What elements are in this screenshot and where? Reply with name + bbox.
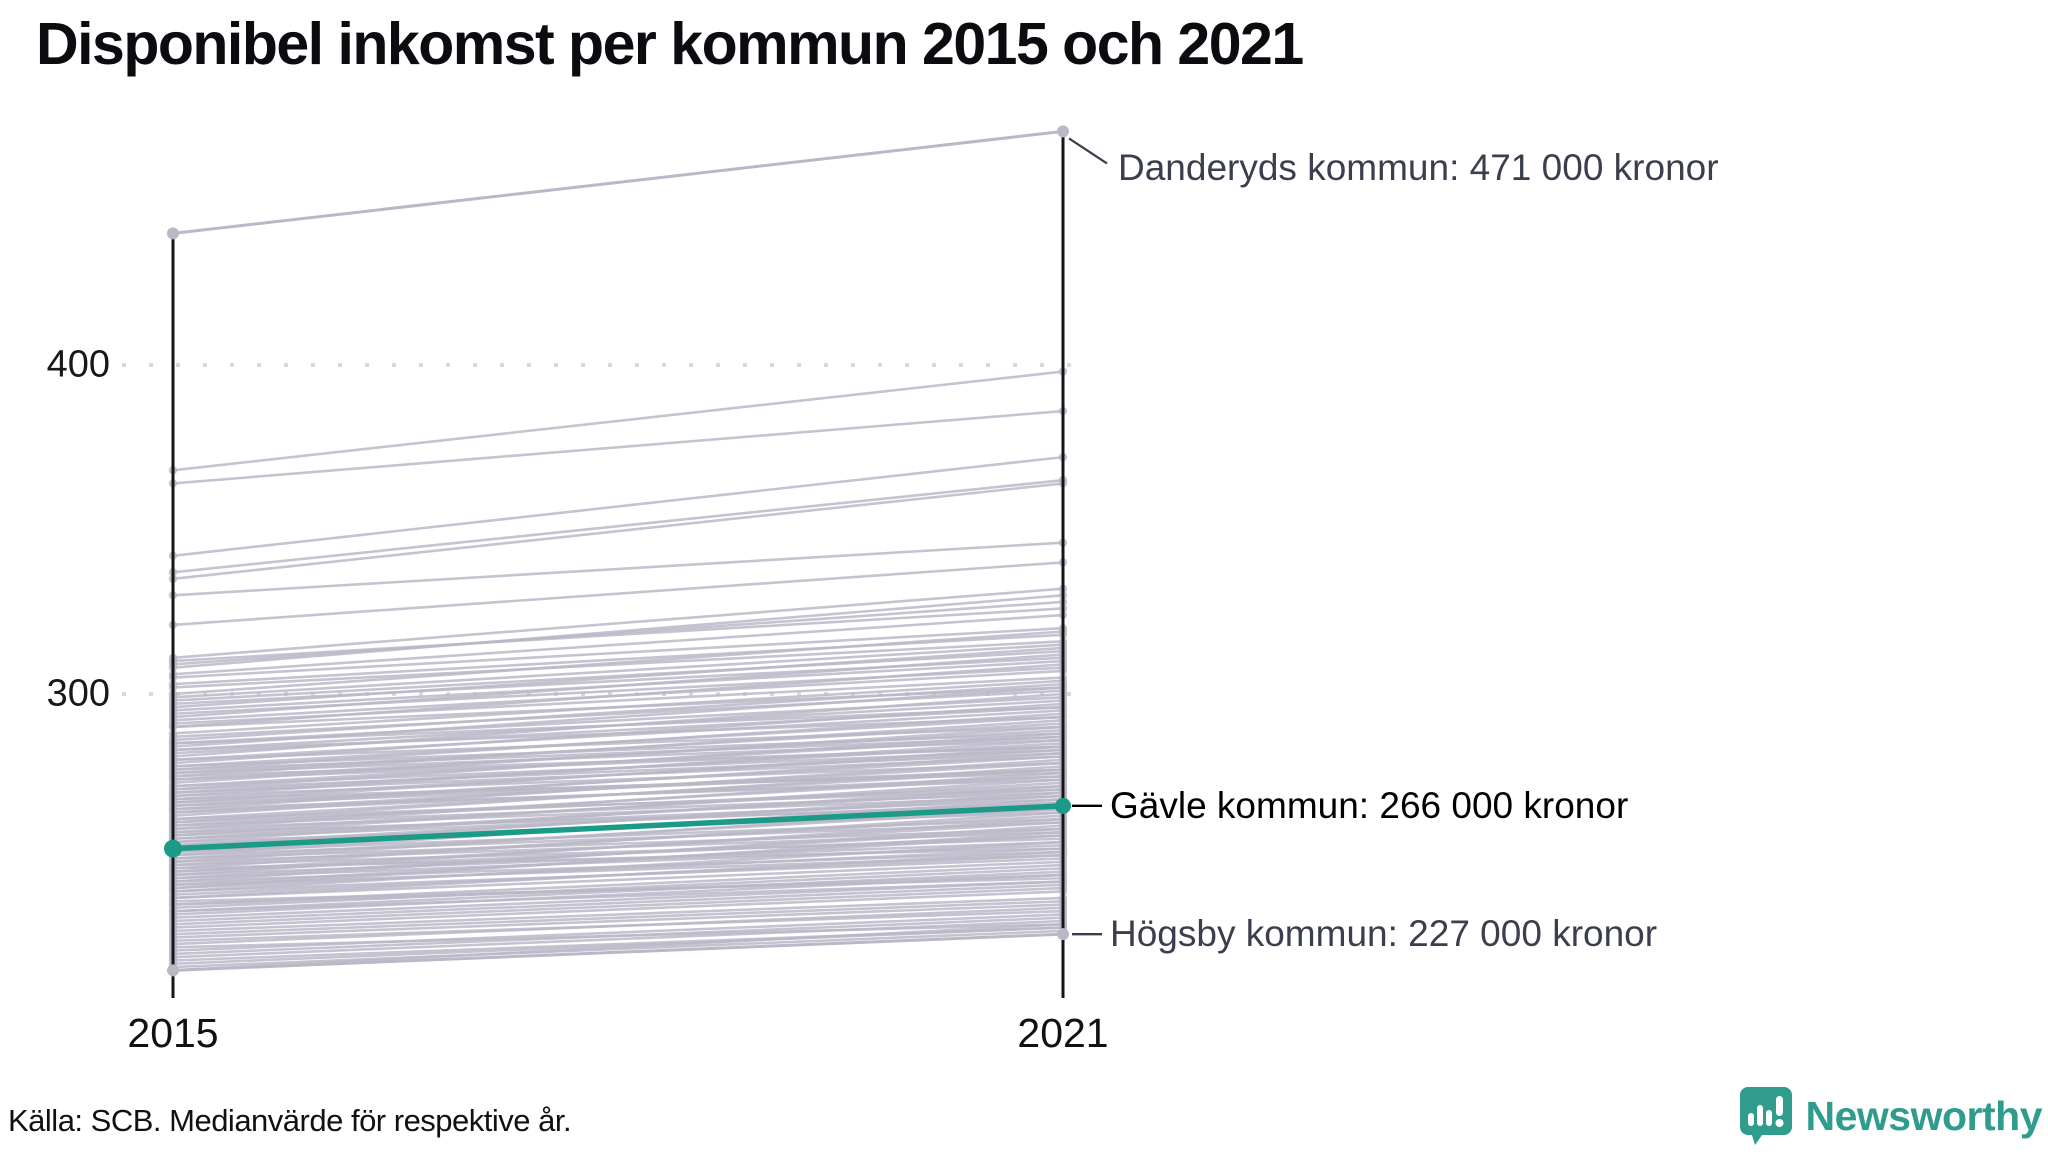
newsworthy-logo-icon — [1738, 1085, 1794, 1147]
y-tick-400: 400 — [46, 343, 110, 386]
annotation-gavle: Gävle kommun: 266 000 kronor — [1110, 784, 1629, 826]
source-note: Källa: SCB. Medianvärde för respektive å… — [8, 1103, 572, 1138]
annotation-hogsby: Högsby kommun: 227 000 kronor — [1110, 913, 1658, 955]
newsworthy-logo-text: Newsworthy — [1805, 1092, 2043, 1139]
newsworthy-logo[interactable]: Newsworthy — [1738, 1085, 2043, 1147]
annotation-danderyd: Danderyds kommun: 471 000 kronor — [1118, 147, 1719, 189]
x-label-2015: 2015 — [127, 1010, 219, 1056]
y-tick-300: 300 — [46, 672, 110, 715]
x-label-2021: 2021 — [1017, 1010, 1109, 1056]
chart-title: Disponibel inkomst per kommun 2015 och 2… — [36, 11, 1304, 77]
